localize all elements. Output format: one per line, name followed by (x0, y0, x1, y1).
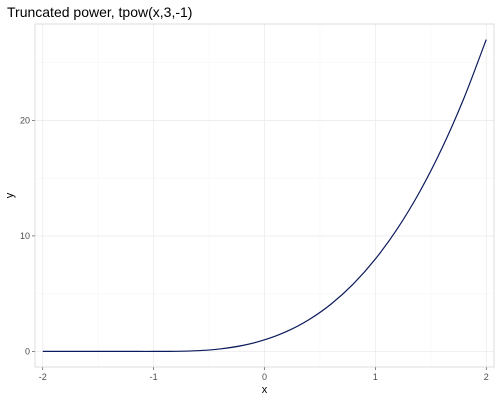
y-tick-label: 10 (20, 231, 30, 241)
x-tick-label: 2 (484, 372, 489, 382)
x-tick-label: 1 (373, 372, 378, 382)
x-tick-label: 0 (262, 372, 267, 382)
y-axis-label: y (4, 192, 16, 198)
chart-title: Truncated power, tpow(x,3,-1) (7, 4, 192, 20)
x-axis-label: x (262, 384, 268, 396)
y-tick-label: 20 (20, 115, 30, 125)
x-tick-label: -1 (150, 372, 158, 382)
y-tick-label: 0 (25, 346, 30, 356)
x-tick-label: -2 (39, 372, 47, 382)
series-line (42, 39, 487, 353)
series-layer (42, 39, 487, 353)
plot-panel-border (34, 23, 495, 368)
